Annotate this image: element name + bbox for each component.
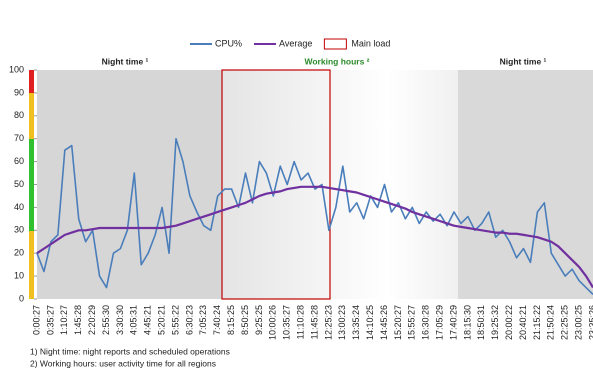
x-tick-label: 12:25:23 bbox=[323, 305, 333, 340]
x-tick-label: 17:05:29 bbox=[434, 305, 444, 340]
x-tick-label: 1:10:27 bbox=[59, 305, 69, 335]
y-tick-label: 80 bbox=[14, 110, 24, 120]
night-zone bbox=[458, 70, 593, 299]
footnote: 2) Working hours: user activity time for… bbox=[30, 358, 216, 368]
x-tick-label: 0:00:27 bbox=[31, 305, 41, 335]
legend-label: CPU% bbox=[215, 38, 242, 48]
x-tick-label: 14:10:25 bbox=[365, 305, 375, 340]
x-tick-label: 21:15:22 bbox=[532, 305, 542, 340]
x-tick-label: 10:35:27 bbox=[282, 305, 292, 340]
x-tick-label: 6:30:23 bbox=[184, 305, 194, 335]
x-tick-label: 14:45:26 bbox=[379, 305, 389, 340]
zone-label: Night time ¹ bbox=[102, 56, 149, 66]
x-tick-label: 2:20:29 bbox=[87, 305, 97, 335]
y-tick-label: 70 bbox=[14, 133, 24, 143]
x-tick-label: 0:35:27 bbox=[45, 305, 55, 335]
x-tick-label: 9:25:25 bbox=[254, 305, 264, 335]
y-tick-label: 100 bbox=[9, 64, 24, 74]
x-tick-label: 20:00:22 bbox=[504, 305, 514, 340]
main-load bbox=[221, 69, 331, 300]
legend-label: Average bbox=[279, 38, 312, 48]
x-tick-label: 4:45:21 bbox=[143, 305, 153, 335]
x-tick-label: 23:35:26 bbox=[587, 305, 593, 340]
x-tick-label: 20:40:21 bbox=[518, 305, 528, 340]
legend-label: Main load bbox=[351, 38, 390, 48]
x-tick-label: 15:20:27 bbox=[393, 305, 403, 340]
x-tick-label: 3:30:30 bbox=[115, 305, 125, 335]
x-tick-label: 10:00:26 bbox=[268, 305, 278, 340]
y-tick-label: 60 bbox=[14, 156, 24, 166]
level-red bbox=[29, 70, 34, 93]
x-tick-label: 4:05:31 bbox=[129, 305, 139, 335]
y-tick-label: 0 bbox=[19, 293, 24, 303]
y-tick-label: 20 bbox=[14, 248, 24, 258]
zone-label: Night time ¹ bbox=[500, 56, 547, 66]
y-tick-label: 40 bbox=[14, 202, 24, 212]
x-tick-label: 8:50:25 bbox=[240, 305, 250, 335]
zone-label: Working hours ² bbox=[304, 56, 369, 66]
y-tick-label: 30 bbox=[14, 225, 24, 235]
x-tick-label: 1:45:28 bbox=[73, 305, 83, 335]
level-yellow bbox=[29, 231, 34, 299]
x-tick-label: 13:35:24 bbox=[351, 305, 361, 340]
footnote: 1) Night time: night reports and schedul… bbox=[30, 346, 230, 356]
x-tick-label: 18:50:31 bbox=[476, 305, 486, 340]
x-tick-label: 18:15:30 bbox=[462, 305, 472, 340]
x-tick-label: 8:15:25 bbox=[226, 305, 236, 335]
level-yellow bbox=[29, 93, 34, 139]
y-tick-label: 50 bbox=[14, 179, 24, 189]
x-tick-label: 17:40:29 bbox=[448, 305, 458, 340]
x-tick-label: 22:25:25 bbox=[560, 305, 570, 340]
x-tick-label: 7:05:23 bbox=[198, 305, 208, 335]
series-line bbox=[36, 185, 593, 289]
x-tick-label: 11:10:28 bbox=[295, 305, 305, 339]
x-tick-label: 19:25:32 bbox=[490, 305, 500, 340]
night-zone bbox=[37, 70, 222, 299]
x-tick-label: 5:55:22 bbox=[170, 305, 180, 335]
x-tick-label: 15:55:27 bbox=[407, 305, 417, 340]
x-tick-label: 7:40:24 bbox=[212, 305, 222, 335]
x-tick-label: 21:50:24 bbox=[546, 305, 556, 340]
x-tick-label: 23:00:25 bbox=[573, 305, 583, 340]
x-tick-label: 11:45:28 bbox=[309, 305, 319, 339]
x-tick-label: 16:30:28 bbox=[421, 305, 431, 340]
y-tick-label: 10 bbox=[14, 270, 24, 280]
y-tick-label: 90 bbox=[14, 87, 24, 97]
x-tick-label: 2:55:30 bbox=[101, 305, 111, 335]
x-tick-label: 5:20:21 bbox=[156, 305, 166, 335]
x-tick-label: 13:00:23 bbox=[337, 305, 347, 340]
level-green bbox=[29, 139, 34, 231]
legend-swatch bbox=[323, 38, 347, 50]
